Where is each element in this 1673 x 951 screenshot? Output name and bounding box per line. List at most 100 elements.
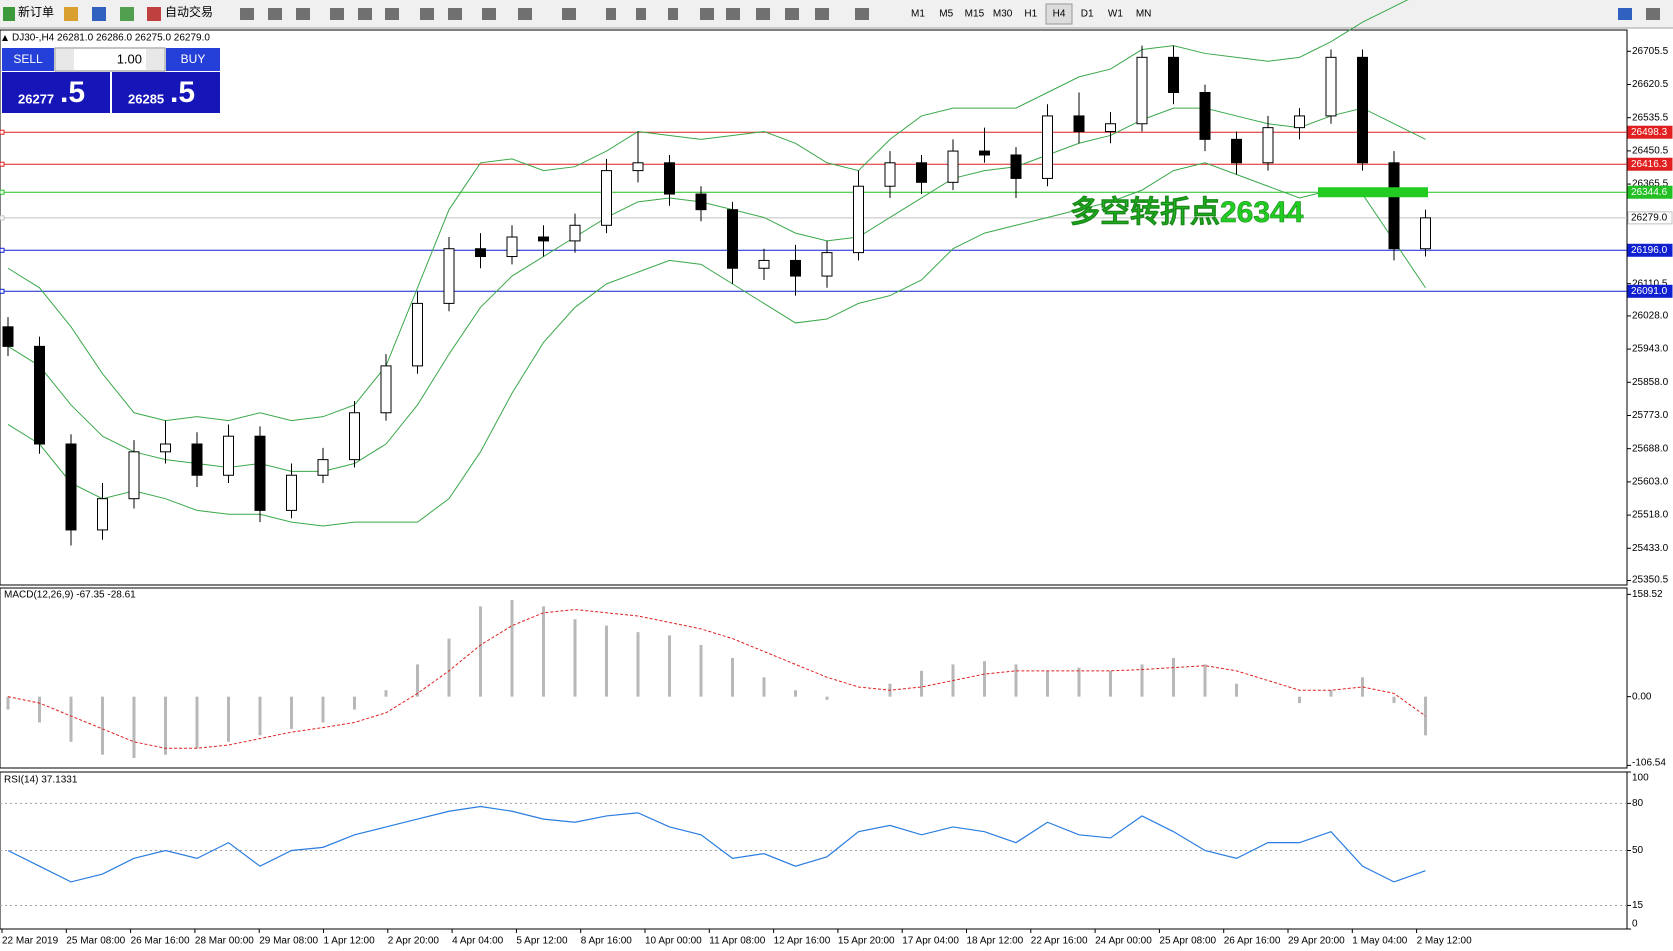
candle-body bbox=[506, 236, 518, 258]
tool-icon[interactable] bbox=[815, 8, 829, 20]
candle-body bbox=[160, 443, 171, 453]
y-tick-label: 15 bbox=[1632, 900, 1644, 911]
tool-icon[interactable] bbox=[756, 8, 770, 20]
rsi-line bbox=[7, 805, 1426, 883]
y-tick-label: 25518.0 bbox=[1632, 510, 1669, 521]
tool-icon[interactable] bbox=[385, 8, 399, 20]
candle-body bbox=[1199, 91, 1211, 140]
level-price-box bbox=[1627, 157, 1673, 171]
tool-icon[interactable] bbox=[726, 8, 740, 20]
y-tick-label: 26705.5 bbox=[1632, 46, 1669, 57]
buy-label[interactable]: BUY bbox=[181, 52, 206, 66]
collapse-arrow[interactable] bbox=[2, 35, 8, 41]
y-tick-label: 80 bbox=[1632, 798, 1644, 809]
timeframe-button[interactable]: W1 bbox=[1108, 9, 1123, 20]
lots-value[interactable]: 1.00 bbox=[117, 51, 142, 66]
candle-body bbox=[664, 162, 675, 195]
candle-body bbox=[1420, 217, 1431, 250]
x-tick-label: 1 May 04:00 bbox=[1352, 936, 1407, 947]
x-tick-label: 11 Apr 08:00 bbox=[709, 936, 765, 947]
x-tick-label: 4 Apr 04:00 bbox=[452, 936, 504, 947]
toolbar-icon[interactable] bbox=[92, 7, 106, 21]
level-price-label: 26196.0 bbox=[1631, 245, 1668, 256]
timeframe-button[interactable]: M5 bbox=[939, 9, 953, 20]
macd-label: MACD(12,26,9) -67.35 -28.61 bbox=[4, 590, 136, 601]
y-tick-label: 158.52 bbox=[1632, 589, 1663, 600]
y-tick-label: -106.54 bbox=[1632, 758, 1666, 769]
lots-input[interactable] bbox=[54, 47, 166, 72]
toolbar-icon[interactable] bbox=[120, 7, 134, 21]
ask-price[interactable]: 26285 bbox=[128, 91, 164, 106]
tool-icon[interactable] bbox=[482, 8, 496, 20]
candle-body bbox=[632, 162, 644, 172]
candle-body bbox=[821, 252, 833, 277]
y-tick-label: 0 bbox=[1632, 919, 1638, 930]
new-order-button[interactable]: 新订单 bbox=[18, 4, 54, 19]
x-tick-label: 10 Apr 00:00 bbox=[645, 936, 702, 947]
chat-icon[interactable] bbox=[1646, 8, 1660, 20]
level-price-label: 26416.3 bbox=[1631, 159, 1668, 170]
bid-box[interactable] bbox=[2, 72, 110, 113]
candle-body bbox=[758, 259, 770, 269]
candle-body bbox=[1388, 162, 1400, 250]
timeframe-button[interactable]: M15 bbox=[965, 9, 985, 20]
tool-icon[interactable] bbox=[420, 8, 434, 20]
auto-trade-icon[interactable] bbox=[147, 7, 161, 21]
level-price-box bbox=[1627, 211, 1673, 225]
lots-up[interactable] bbox=[146, 49, 164, 70]
sell-label[interactable]: SELL bbox=[13, 52, 43, 66]
tool-icon[interactable] bbox=[785, 8, 799, 20]
timeframe-button[interactable]: H4 bbox=[1053, 9, 1066, 20]
timeframe-button[interactable]: D1 bbox=[1081, 9, 1094, 20]
tool-icon[interactable] bbox=[668, 8, 678, 20]
sell-button[interactable] bbox=[2, 48, 54, 71]
bid-price[interactable]: 26277 bbox=[18, 91, 54, 106]
timeframe-button[interactable]: MN bbox=[1136, 9, 1152, 20]
search-icon[interactable] bbox=[1618, 8, 1632, 20]
timeframe-button[interactable]: M1 bbox=[911, 9, 925, 20]
y-tick-label: 100 bbox=[1632, 773, 1649, 784]
bid-fraction[interactable]: .5 bbox=[60, 76, 85, 109]
tool-icon[interactable] bbox=[296, 8, 310, 20]
pivot-marker bbox=[1318, 187, 1428, 198]
tool-icon[interactable] bbox=[606, 8, 616, 20]
y-tick-label: 25773.0 bbox=[1632, 410, 1669, 421]
tool-icon[interactable] bbox=[518, 8, 532, 20]
candle-body bbox=[286, 474, 297, 511]
toolbar-icon[interactable] bbox=[64, 7, 78, 21]
tool-icon[interactable] bbox=[358, 8, 372, 20]
ask-box[interactable] bbox=[112, 72, 220, 113]
tool-icon[interactable] bbox=[240, 8, 254, 20]
timeframe-button[interactable]: H1 bbox=[1024, 9, 1037, 20]
tool-icon[interactable] bbox=[330, 8, 344, 20]
candle-body bbox=[349, 412, 360, 461]
tool-icon[interactable] bbox=[448, 8, 462, 20]
lots-down[interactable] bbox=[56, 49, 74, 70]
auto-trade-button[interactable]: 自动交易 bbox=[165, 4, 213, 19]
x-tick-label: 22 Mar 2019 bbox=[2, 936, 59, 947]
x-tick-label: 26 Apr 16:00 bbox=[1224, 936, 1281, 947]
tool-icon[interactable] bbox=[855, 8, 869, 20]
buy-button[interactable] bbox=[166, 48, 220, 71]
candle-body bbox=[380, 365, 392, 414]
x-tick-label: 2 May 12:00 bbox=[1417, 936, 1472, 947]
candle-body bbox=[97, 498, 108, 531]
y-tick-label: 26620.5 bbox=[1632, 79, 1669, 90]
candle-body bbox=[1262, 127, 1274, 164]
y-tick-label: 50 bbox=[1632, 845, 1644, 856]
candle-body bbox=[1105, 123, 1116, 133]
new-order-icon[interactable] bbox=[3, 7, 15, 21]
timeframe-button[interactable]: M30 bbox=[993, 9, 1013, 20]
candle-body bbox=[916, 162, 927, 183]
tool-icon[interactable] bbox=[562, 8, 576, 20]
tool-icon[interactable] bbox=[268, 8, 282, 20]
y-tick-label: 26450.5 bbox=[1632, 146, 1669, 157]
tool-icon[interactable] bbox=[636, 8, 646, 20]
candle-body bbox=[1042, 115, 1053, 179]
x-tick-label: 28 Mar 00:00 bbox=[195, 936, 254, 947]
x-tick-label: 17 Apr 04:00 bbox=[902, 936, 959, 947]
tool-icon[interactable] bbox=[700, 8, 714, 20]
y-tick-label: 25688.0 bbox=[1632, 443, 1669, 454]
ask-fraction[interactable]: .5 bbox=[170, 76, 195, 109]
